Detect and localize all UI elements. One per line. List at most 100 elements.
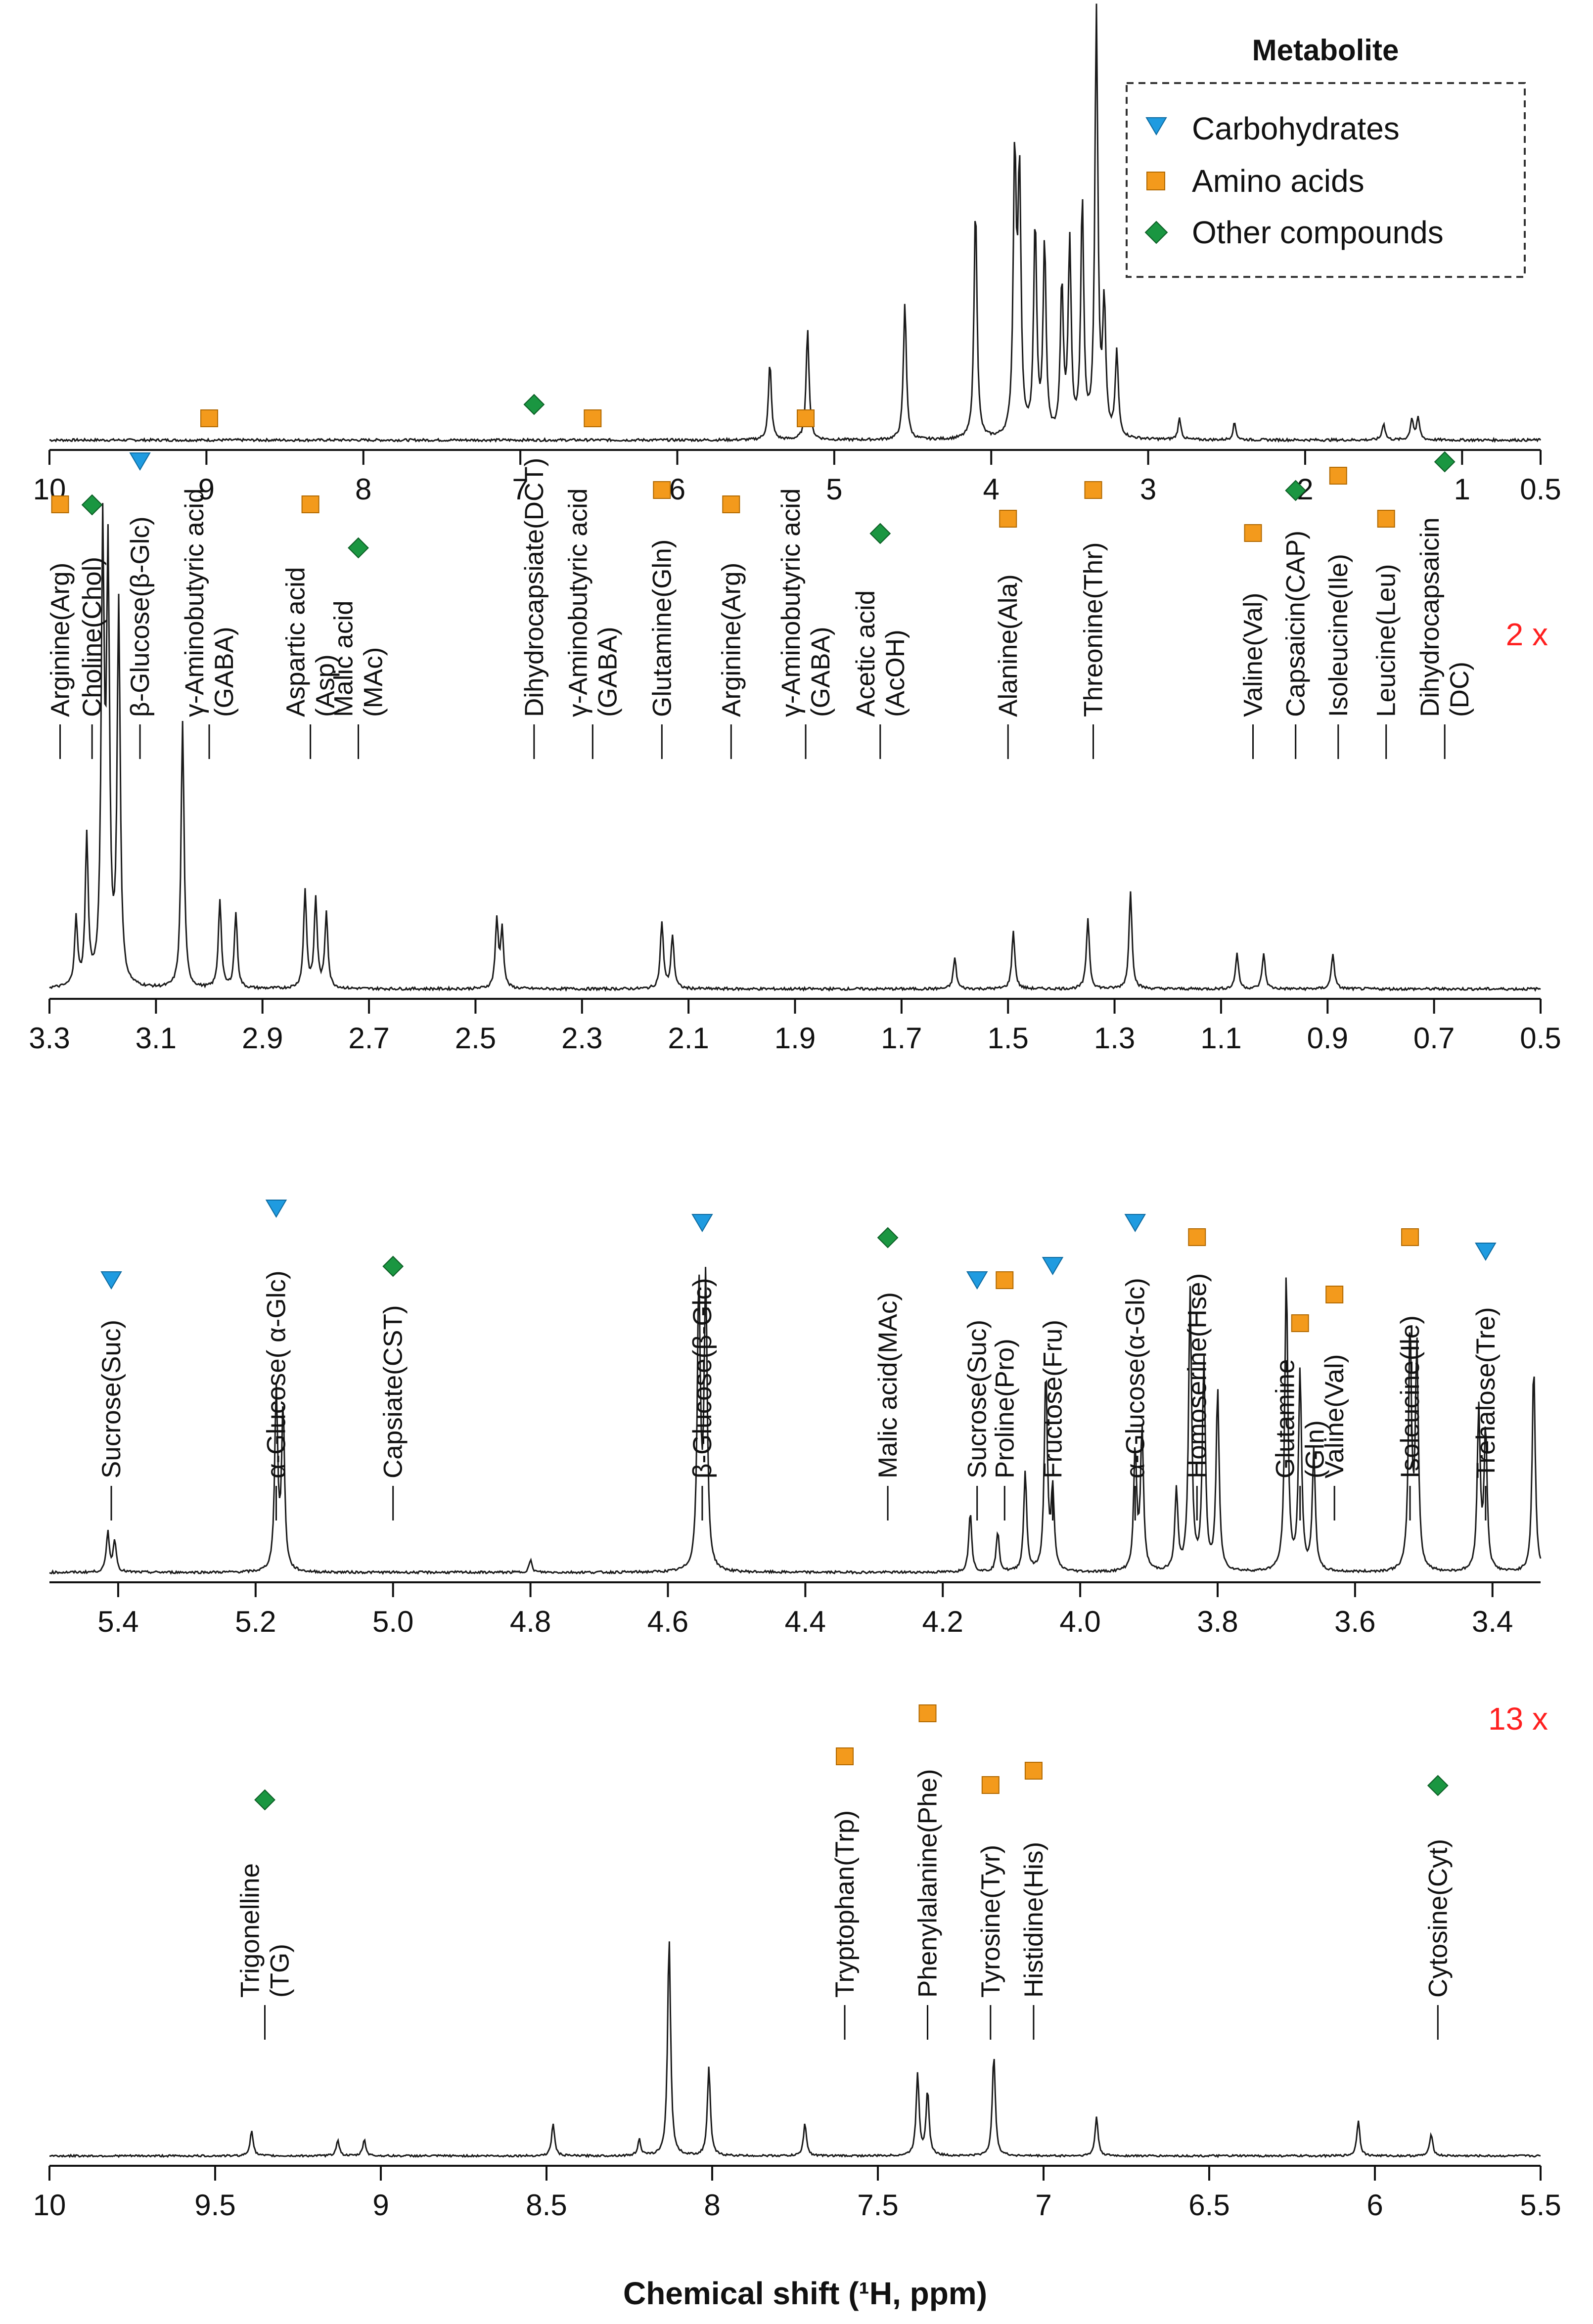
- legend-marker-amino-acids: [1146, 172, 1165, 190]
- amino-acid-marker: [1377, 510, 1395, 528]
- x-tick-label: 5.4: [97, 1605, 138, 1638]
- carbohydrate-marker: [265, 1200, 287, 1218]
- x-tick-label: 7: [1035, 2189, 1051, 2222]
- x-tick-label: 3.3: [29, 1022, 70, 1055]
- carbohydrate-marker: [691, 1214, 713, 1232]
- compound-name: Tryptophan(Trp): [830, 1810, 860, 1998]
- x-tick-label: 1.9: [774, 1022, 816, 1055]
- compound-name: Phenylalanine(Phe): [913, 1769, 943, 1998]
- x-tick-label: 5.2: [235, 1605, 276, 1638]
- x-tick-label: 0.9: [1307, 1022, 1348, 1055]
- compound-label-cytosine-cyt: Cytosine(Cyt): [1423, 1775, 1453, 2040]
- compound-name: α-Glucose(α-Glc): [1121, 1278, 1150, 1478]
- compound-name: Glutamine(Gln): [647, 539, 677, 717]
- compound-label-aminobutyric-acid: γ-Aminobutyric acid (GABA): [776, 409, 835, 759]
- compound-name: (GABA): [593, 626, 622, 717]
- other-compound-marker: [1434, 451, 1456, 473]
- x-tick-label: 1.7: [881, 1022, 922, 1055]
- x-tick-label: 8.5: [526, 2189, 567, 2222]
- spectrum-panels: 10 9 8 7 6 5 4 3 2 1 0.53.3 3.1 2.9 2.7 2.5 2.3 2.1 1.9 1.…: [29, 3, 1561, 2222]
- x-tick-label: 0.7: [1413, 1022, 1455, 1055]
- compound-label-threonine-thr: Threonine(Thr): [1079, 481, 1108, 759]
- legend-label-other-compounds: Other compounds: [1192, 215, 1444, 250]
- x-tick-label: 5.5: [1520, 2189, 1561, 2222]
- other-compound-marker: [877, 1227, 899, 1249]
- x-tick-label: 5.0: [372, 1605, 413, 1638]
- compound-label-phenylalanine-phe: Phenylalanine(Phe): [913, 1704, 943, 2040]
- x-tick-label: 2.7: [348, 1022, 389, 1055]
- x-tick-label: 6.5: [1188, 2189, 1229, 2222]
- carbohydrate-marker: [1042, 1257, 1064, 1275]
- amino-acid-marker: [918, 1704, 937, 1722]
- compound-name: Sucrose(Suc): [97, 1320, 126, 1478]
- compound-name: β-Glucose(β-Glc): [688, 1278, 717, 1479]
- amino-acid-marker: [653, 481, 671, 499]
- compound-name: Dihydrocapsaicin: [1415, 517, 1445, 717]
- compound-label-proline-pro: Proline(Pro): [990, 1271, 1019, 1520]
- other-compound-marker: [382, 1255, 404, 1277]
- x-tick-label: 7: [512, 473, 528, 506]
- multiplier-label-aromatic: 13 x: [1488, 1701, 1548, 1737]
- other-compound-marker: [1427, 1775, 1449, 1796]
- compound-label-aminobutyric-acid: γ-Aminobutyric acid (GABA): [563, 409, 622, 759]
- amino-acid-marker: [584, 409, 602, 427]
- compound-name: (Gln): [1301, 1420, 1330, 1478]
- other-compound-marker: [1285, 480, 1307, 501]
- compound-label-trigonelline: Trigonelline (TG): [236, 1789, 295, 2040]
- compound-label-choline-chol: Choline(Chol): [78, 494, 107, 759]
- amino-acid-marker: [1024, 1762, 1043, 1780]
- compound-name: Valine(Val): [1239, 593, 1268, 717]
- compound-name: Isoleucine(Ile): [1396, 1315, 1425, 1478]
- compound-name: Tyrosine(Tyr): [976, 1845, 1005, 1998]
- compound-name: Homoserine(Hse): [1183, 1273, 1212, 1478]
- carbohydrate-marker: [966, 1271, 988, 1290]
- compound-label-glutamine-gln: Glutamine(Gln): [647, 481, 677, 759]
- legend-marker-other-compounds: [1144, 221, 1168, 244]
- compound-name: Dihydrocapsiate(DCT): [520, 458, 549, 717]
- compound-name: Capsaicin(CAP): [1281, 531, 1311, 717]
- compound-name: Trehalose(Tre): [1471, 1307, 1501, 1478]
- x-tick-label: 8: [355, 473, 371, 506]
- compound-label-glucose-glc: α-Glucose( α-Glc): [262, 1200, 291, 1520]
- amino-acid-marker: [836, 1747, 854, 1765]
- amino-acid-marker: [999, 510, 1017, 528]
- compound-label-valine-val: Valine(Val): [1320, 1286, 1349, 1520]
- x-tick-label: 1: [1454, 473, 1470, 506]
- compound-name: Capsiate(CST): [379, 1305, 408, 1478]
- compound-name: Arginine(Arg): [46, 563, 75, 717]
- compound-label-tyrosine-tyr: Tyrosine(Tyr): [976, 1776, 1005, 2040]
- x-tick-label: 9: [372, 2189, 389, 2222]
- compound-name: Glutamine: [1271, 1359, 1300, 1478]
- compound-label-capsaicin-cap: Capsaicin(CAP): [1281, 480, 1311, 759]
- compound-label-malic-acid: Malic acid (MAc): [329, 537, 388, 759]
- compound-label-aminobutyric-acid: γ-Aminobutyric acid (GABA): [180, 409, 239, 759]
- amino-acid-marker: [1401, 1228, 1419, 1246]
- compound-name: Malic acid: [329, 600, 359, 717]
- legend: Metabolite Carbohydrates Amino acids Oth…: [1126, 34, 1526, 278]
- x-tick-label: 4.8: [510, 1605, 551, 1638]
- x-tick-label: 4.4: [785, 1605, 826, 1638]
- spectrum-trace-carbohydrate-region: [49, 1267, 1542, 1575]
- compound-label-capsiate-cst: Capsiate(CST): [379, 1255, 408, 1520]
- compound-label-alanine-ala: Alanine(Ala): [994, 510, 1023, 759]
- x-tick-label: 8: [704, 2189, 720, 2222]
- compound-label-isoleucine-ile: Isoleucine(Ile): [1324, 467, 1353, 759]
- amino-acid-marker: [1291, 1314, 1309, 1332]
- compound-label-leucine-leu: Leucine(Leu): [1372, 510, 1401, 759]
- compound-name: (Asp): [311, 654, 340, 717]
- x-tick-label: 1.1: [1200, 1022, 1241, 1055]
- compound-label-glucose-glc: β-Glucose(β-Glc): [688, 1214, 717, 1520]
- amino-acid-marker: [722, 495, 740, 513]
- spectrum-trace-aromatic-region: [49, 1941, 1541, 2158]
- panel-carbohydrate-region: 5.4 5.2 5.0 4.8 4.6 4.4 4.2 4.0 3.8 3.6 3.4 Sucrose…: [49, 1200, 1542, 1638]
- compound-name: Aspartic acid: [281, 567, 311, 717]
- x-tick-label: 5: [826, 473, 842, 506]
- spectrum-trace-aliphatic-region: [49, 503, 1541, 992]
- amino-acid-marker: [51, 495, 69, 513]
- x-tick-label: 3.4: [1472, 1605, 1513, 1638]
- compound-name: Leucine(Leu): [1372, 564, 1401, 717]
- amino-acid-marker: [200, 409, 219, 427]
- compound-name: (MAc): [359, 647, 388, 717]
- amino-acid-marker: [981, 1776, 1000, 1794]
